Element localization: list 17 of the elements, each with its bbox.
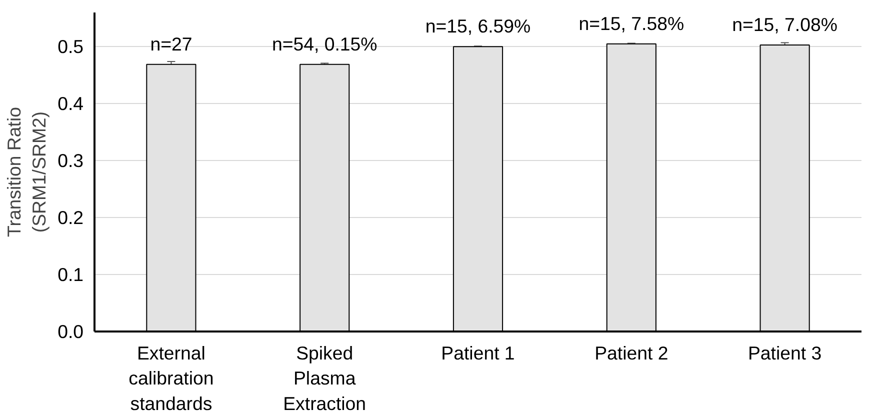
x-tick-label: Patient 2 — [594, 342, 668, 364]
annotation: n=15, 7.08% — [732, 14, 838, 35]
y-tick-label: 0.1 — [58, 264, 84, 286]
annotation: n=15, 6.59% — [425, 16, 531, 37]
annotation: n=15, 7.58% — [578, 12, 684, 34]
y-tick-label: 0.0 — [58, 321, 84, 342]
y-tick-label: 0.5 — [58, 36, 84, 58]
annotation: n=54, 0.15% — [272, 33, 378, 54]
annotation: n=27 — [150, 33, 192, 54]
y-tick-label: 0.4 — [58, 93, 84, 114]
y-axis-title: Transition Ratio (SRM1/SRM2) — [3, 107, 50, 237]
y-tick-label: 0.2 — [58, 207, 84, 228]
x-tick-label: Spiked Plasma Extraction — [283, 342, 366, 414]
x-tick-label: External calibration standards — [128, 342, 214, 414]
x-tick-label: Patient 3 — [748, 342, 822, 364]
x-tick-label: Patient 1 — [441, 342, 515, 364]
y-tick-label: 0.3 — [58, 150, 84, 172]
